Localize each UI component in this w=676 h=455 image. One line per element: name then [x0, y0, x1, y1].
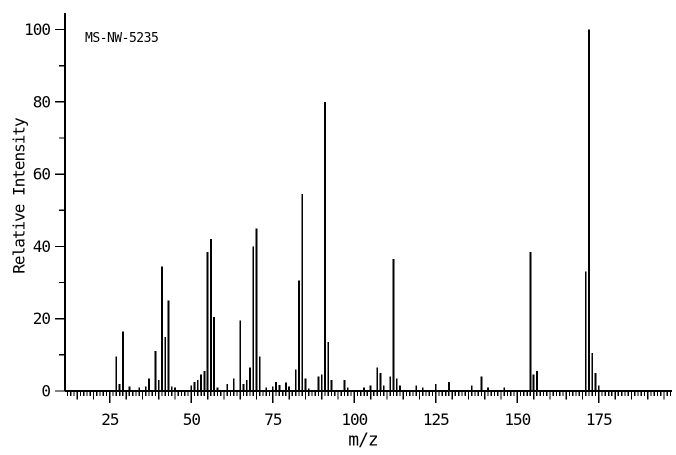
peak-line-mz-77	[278, 384, 281, 391]
peak-line-mz-79	[284, 382, 287, 391]
peak-line-mz-171	[584, 271, 587, 391]
peak-line-mz-27	[115, 356, 118, 391]
peak-line-mz-31	[128, 386, 131, 391]
peak-line-mz-91	[324, 101, 326, 392]
peak-line-mz-44	[170, 386, 173, 391]
peak-line-mz-28	[118, 383, 121, 391]
y-axis-title: Relative Intensity	[9, 118, 29, 274]
x-axis-title: m/z	[348, 429, 378, 451]
peak-line-mz-154	[529, 251, 532, 391]
peak-line-mz-63	[232, 378, 235, 391]
y-tick-label: 100	[24, 20, 50, 39]
peak-line-mz-139	[480, 376, 483, 391]
peak-line-mz-66	[242, 383, 245, 391]
peak-line-mz-55	[206, 251, 209, 391]
x-tick-label: 50	[183, 410, 201, 429]
x-tick-label: 100	[341, 410, 367, 429]
peak-line-mz-173	[591, 353, 594, 391]
peak-line-mz-98	[346, 387, 349, 391]
peak-line-mz-39	[154, 351, 157, 391]
peak-line-mz-119	[415, 385, 418, 391]
peak-line-mz-54	[203, 371, 206, 391]
peak-line-mz-65	[239, 320, 242, 391]
peak-line-mz-174	[594, 372, 597, 391]
peak-line-mz-42	[164, 336, 167, 391]
peak-line-mz-29	[121, 331, 124, 391]
peak-line-mz-105	[369, 385, 372, 391]
peak-line-mz-121	[421, 387, 424, 391]
peak-line-mz-97	[343, 380, 346, 391]
peak-line-mz-108	[379, 372, 382, 391]
peak-line-mz-71	[258, 356, 261, 391]
peak-line-mz-103	[363, 387, 365, 391]
peak-line-mz-84	[301, 193, 304, 391]
peak-line-mz-58	[216, 387, 219, 391]
peak-line-mz-107	[376, 367, 379, 391]
peak-line-mz-111	[389, 376, 392, 391]
peak-line-mz-172	[588, 29, 590, 391]
peak-line-mz-112	[392, 259, 395, 391]
peak-line-mz-73	[265, 387, 268, 391]
y-tick-label: 0	[41, 382, 50, 401]
peak-line-mz-85	[304, 378, 307, 391]
peak-line-mz-67	[245, 380, 248, 391]
peak-line-mz-93	[330, 380, 333, 391]
peak-line-mz-129	[447, 381, 450, 391]
peak-line-mz-113	[395, 378, 398, 391]
peak-line-mz-50	[190, 385, 193, 391]
peak-line-mz-34	[138, 387, 141, 391]
y-tick-label: 40	[33, 237, 51, 256]
peak-line-mz-156	[535, 371, 538, 391]
peak-line-mz-175	[597, 385, 600, 391]
peak-line-mz-51	[193, 381, 196, 391]
peak-line-mz-141	[487, 387, 489, 391]
peak-line-mz-68	[249, 367, 251, 391]
peak-line-mz-82	[294, 369, 297, 391]
peak-line-mz-70	[255, 228, 258, 391]
spectrum-id-label: MS-NW-5235	[85, 31, 159, 46]
peak-line-mz-109	[382, 385, 385, 391]
peak-line-mz-83	[298, 280, 300, 391]
x-tick-label: 25	[101, 410, 119, 429]
peak-line-mz-92	[327, 342, 330, 391]
x-tick-label: 150	[504, 410, 530, 429]
peak-line-mz-61	[226, 383, 229, 391]
peak-line-mz-52	[196, 380, 199, 391]
peak-line-mz-36	[144, 386, 147, 391]
peak-line-mz-89	[317, 376, 320, 391]
y-tick-label: 60	[33, 165, 51, 184]
peak-line-mz-56	[209, 239, 212, 391]
peak-line-mz-80	[288, 386, 291, 391]
peak-line-mz-114	[399, 385, 401, 391]
peak-line-mz-155	[532, 374, 535, 391]
peak-line-mz-57	[213, 316, 216, 391]
peak-line-mz-40	[157, 380, 160, 391]
x-tick-label: 175	[586, 410, 612, 429]
peak-line-mz-76	[275, 381, 277, 391]
peak-line-mz-53	[200, 374, 202, 391]
peak-line-mz-41	[161, 266, 163, 391]
x-tick-label: 75	[264, 410, 282, 429]
peak-line-mz-43	[167, 300, 170, 392]
y-tick-label: 80	[33, 92, 51, 111]
peak-line-mz-69	[252, 246, 255, 391]
peak-line-mz-45	[174, 387, 176, 391]
peak-line-mz-136	[470, 385, 473, 391]
peak-line-mz-146	[503, 387, 506, 391]
y-tick-label: 20	[33, 309, 51, 328]
peak-line-mz-37	[148, 378, 150, 391]
peak-line-mz-86	[307, 388, 310, 391]
peak-line-mz-90	[320, 374, 323, 391]
peak-line-mz-75	[271, 386, 274, 391]
peak-line-mz-125	[434, 383, 437, 391]
x-tick-label: 125	[423, 410, 449, 429]
